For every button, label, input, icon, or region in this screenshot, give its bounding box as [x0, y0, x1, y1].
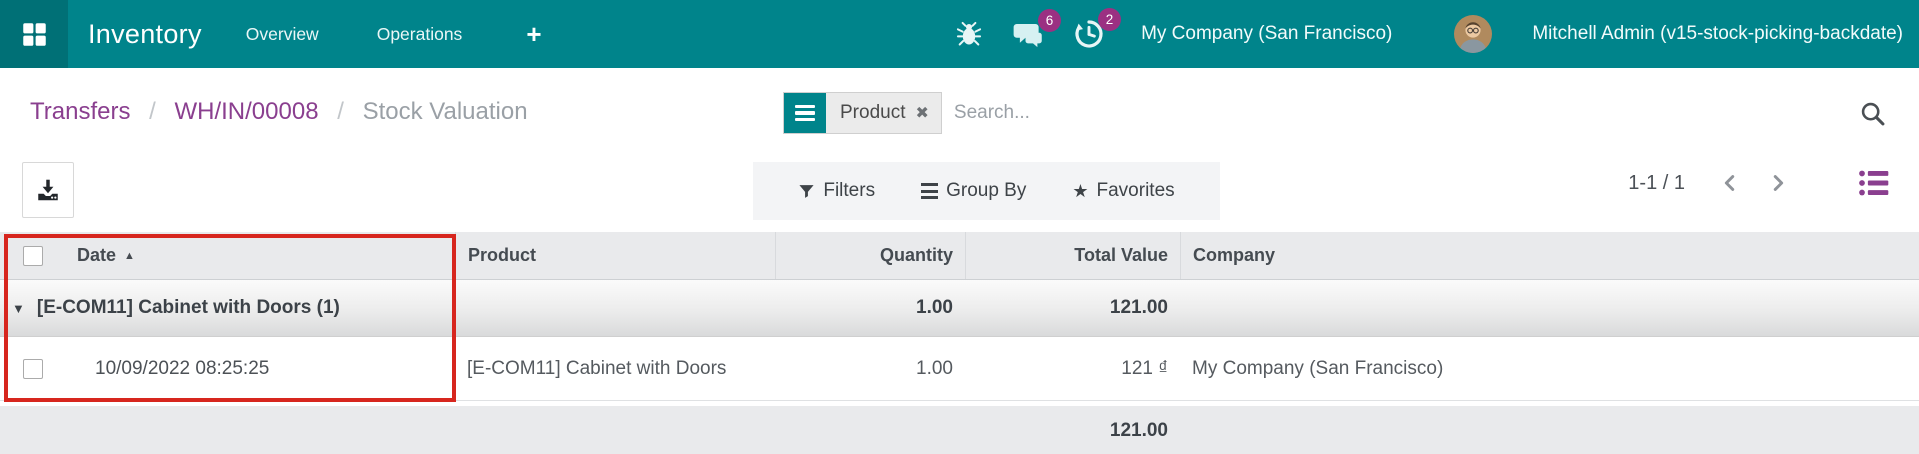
breadcrumb-transfers[interactable]: Transfers — [30, 98, 131, 125]
footer-total-value: 121.00 — [1109, 420, 1168, 441]
messages-button[interactable]: 6 — [1011, 9, 1062, 49]
export-button[interactable] — [22, 162, 74, 218]
debug-button[interactable] — [955, 20, 983, 48]
breadcrumb-picking[interactable]: WH/IN/00008 — [174, 98, 319, 125]
nav-menu-overview[interactable]: Overview — [245, 23, 319, 44]
cell-company: My Company (San Francisco) — [1192, 357, 1444, 379]
search-submit-button[interactable] — [1859, 100, 1887, 133]
facet-remove-icon[interactable]: ✖ — [915, 105, 929, 122]
download-icon — [38, 179, 58, 201]
cell-product: [E-COM11] Cabinet with Doors — [467, 357, 727, 379]
facet-label: Product — [840, 102, 906, 123]
plus-icon[interactable]: + — [526, 19, 542, 49]
chat-bubbles-icon — [1013, 24, 1042, 48]
search-facet-product: Product ✖ — [783, 92, 942, 134]
cell-quantity: 1.00 — [916, 357, 953, 379]
bug-icon — [956, 21, 982, 46]
select-all-cell — [0, 232, 65, 279]
search-bar: Product ✖ — [783, 92, 1634, 134]
sort-ascending-icon: ▲ — [124, 249, 135, 262]
messages-badge: 6 — [1038, 9, 1062, 32]
pager-previous-button[interactable] — [1719, 172, 1741, 194]
group-by-button[interactable]: Group By — [921, 180, 1026, 202]
apps-menu-button[interactable] — [0, 0, 68, 68]
favorites-button[interactable]: ★ Favorites — [1072, 180, 1174, 202]
group-label: [E-COM11] Cabinet with Doors (1) — [36, 297, 340, 318]
column-header-total-value[interactable]: Total Value — [965, 232, 1180, 279]
search-input[interactable] — [953, 102, 1634, 124]
pager-next-button[interactable] — [1767, 172, 1789, 194]
app-title[interactable]: Inventory — [88, 18, 202, 49]
row-select-cell — [0, 358, 65, 379]
group-quantity: 1.00 — [916, 297, 953, 318]
user-avatar[interactable] — [1454, 15, 1493, 53]
nav-menu-operations[interactable]: Operations — [376, 23, 463, 44]
search-icon — [1861, 102, 1885, 126]
breadcrumb-current-page: Stock Valuation — [362, 98, 528, 125]
table-row[interactable]: 10/09/2022 08:25:25 [E-COM11] Cabinet wi… — [0, 337, 1919, 401]
cell-date: 10/09/2022 08:25:25 — [95, 357, 270, 379]
total-value-header-label: Total Value — [1074, 245, 1168, 265]
company-switcher[interactable]: My Company (San Francisco) — [1141, 23, 1393, 44]
group-label-cell: ▼ [E-COM11] Cabinet with Doors (1) — [0, 297, 775, 319]
select-all-checkbox[interactable] — [22, 245, 43, 266]
favorites-label: Favorites — [1096, 180, 1175, 201]
breadcrumb-search-row: Transfers / WH/IN/00008 / Stock Valuatio… — [0, 68, 1919, 160]
apps-grid-icon — [22, 22, 46, 46]
pager-range[interactable]: 1-1 / 1 — [1628, 171, 1685, 194]
chevron-right-icon — [1773, 175, 1784, 191]
group-by-icon — [921, 183, 939, 199]
list-view-icon — [1859, 170, 1889, 196]
table-header-row: Date ▲ Product Quantity Total Value Comp… — [0, 232, 1919, 280]
group-by-facet-icon — [784, 93, 826, 133]
chevron-left-icon — [1724, 175, 1735, 191]
filters-label: Filters — [823, 180, 876, 201]
caret-down-icon: ▼ — [12, 300, 25, 316]
funnel-icon — [799, 184, 814, 198]
group-row[interactable]: ▼ [E-COM11] Cabinet with Doors (1) 1.00 … — [0, 280, 1919, 337]
breadcrumb-separator: / — [149, 98, 156, 125]
control-row: Filters Group By ★ Favorites 1-1 / 1 — [0, 160, 1919, 232]
top-navbar: Inventory Overview Operations + — [0, 0, 1919, 68]
breadcrumb-separator: / — [337, 98, 344, 125]
filters-button[interactable]: Filters — [798, 180, 875, 202]
activities-badge: 2 — [1098, 8, 1122, 31]
table-footer-row: 121.00 — [0, 406, 1919, 454]
date-header-label: Date — [77, 245, 117, 265]
row-checkbox[interactable] — [22, 358, 43, 379]
column-header-date[interactable]: Date ▲ — [65, 232, 455, 279]
group-total-value: 121.00 — [1109, 297, 1168, 318]
product-header-label: Product — [468, 245, 537, 265]
user-menu[interactable]: Mitchell Admin (v15-stock-picking-backda… — [1532, 23, 1903, 44]
column-header-company[interactable]: Company — [1180, 232, 1919, 279]
star-icon: ★ — [1072, 180, 1089, 201]
avatar-photo — [1454, 15, 1493, 53]
column-header-product[interactable]: Product — [455, 232, 775, 279]
company-header-label: Company — [1193, 245, 1276, 265]
activities-button[interactable]: 2 — [1073, 8, 1122, 50]
quantity-header-label: Quantity — [879, 245, 953, 265]
navbar-right-zone: 6 2 My Company (San Francisco) — [955, 8, 1919, 53]
group-by-label: Group By — [946, 180, 1027, 201]
search-options-panel: Filters Group By ★ Favorites — [753, 162, 1220, 220]
breadcrumb: Transfers / WH/IN/00008 / Stock Valuatio… — [30, 98, 528, 126]
list-view-switcher-button[interactable] — [1857, 168, 1891, 198]
cell-total-value: 121 ₫ — [1121, 357, 1168, 379]
pager-zone: 1-1 / 1 — [1628, 168, 1891, 198]
stock-valuation-list: Date ▲ Product Quantity Total Value Comp… — [0, 232, 1919, 454]
activity-clock-icon — [1075, 20, 1103, 48]
column-header-quantity[interactable]: Quantity — [775, 232, 965, 279]
